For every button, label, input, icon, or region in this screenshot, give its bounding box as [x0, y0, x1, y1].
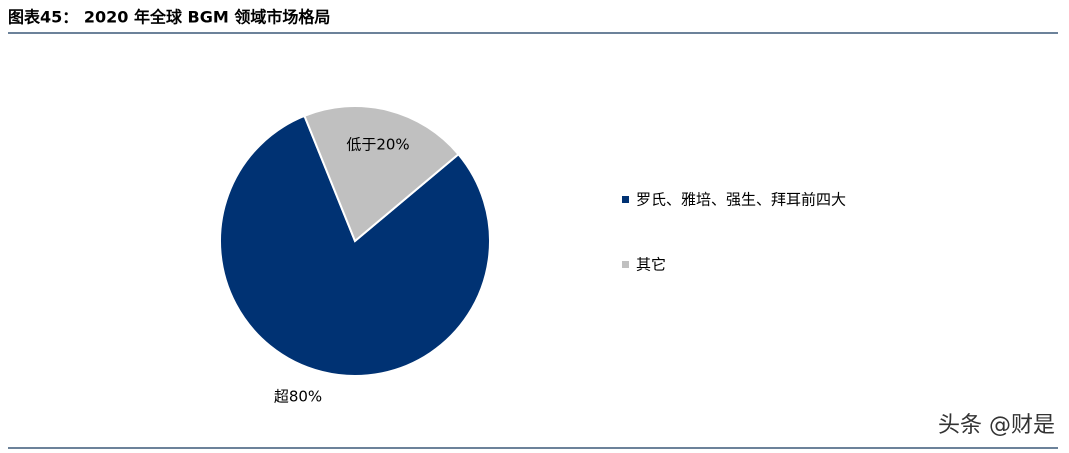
legend-label: 罗氏、雅培、强生、拜耳前四大: [636, 191, 846, 209]
pie-slice: [303, 105, 460, 243]
data-label: 低于20%: [346, 136, 409, 154]
legend-label: 其它: [636, 256, 666, 274]
legend-swatch: [622, 196, 629, 203]
data-label: 超80%: [274, 388, 322, 406]
watermark: 头条 @财是: [938, 413, 1055, 438]
pie-slice: [219, 114, 491, 377]
chart-title: 图表45： 2020 年全球 BGM 领域市场格局: [8, 8, 330, 27]
legend-swatch: [622, 261, 629, 268]
